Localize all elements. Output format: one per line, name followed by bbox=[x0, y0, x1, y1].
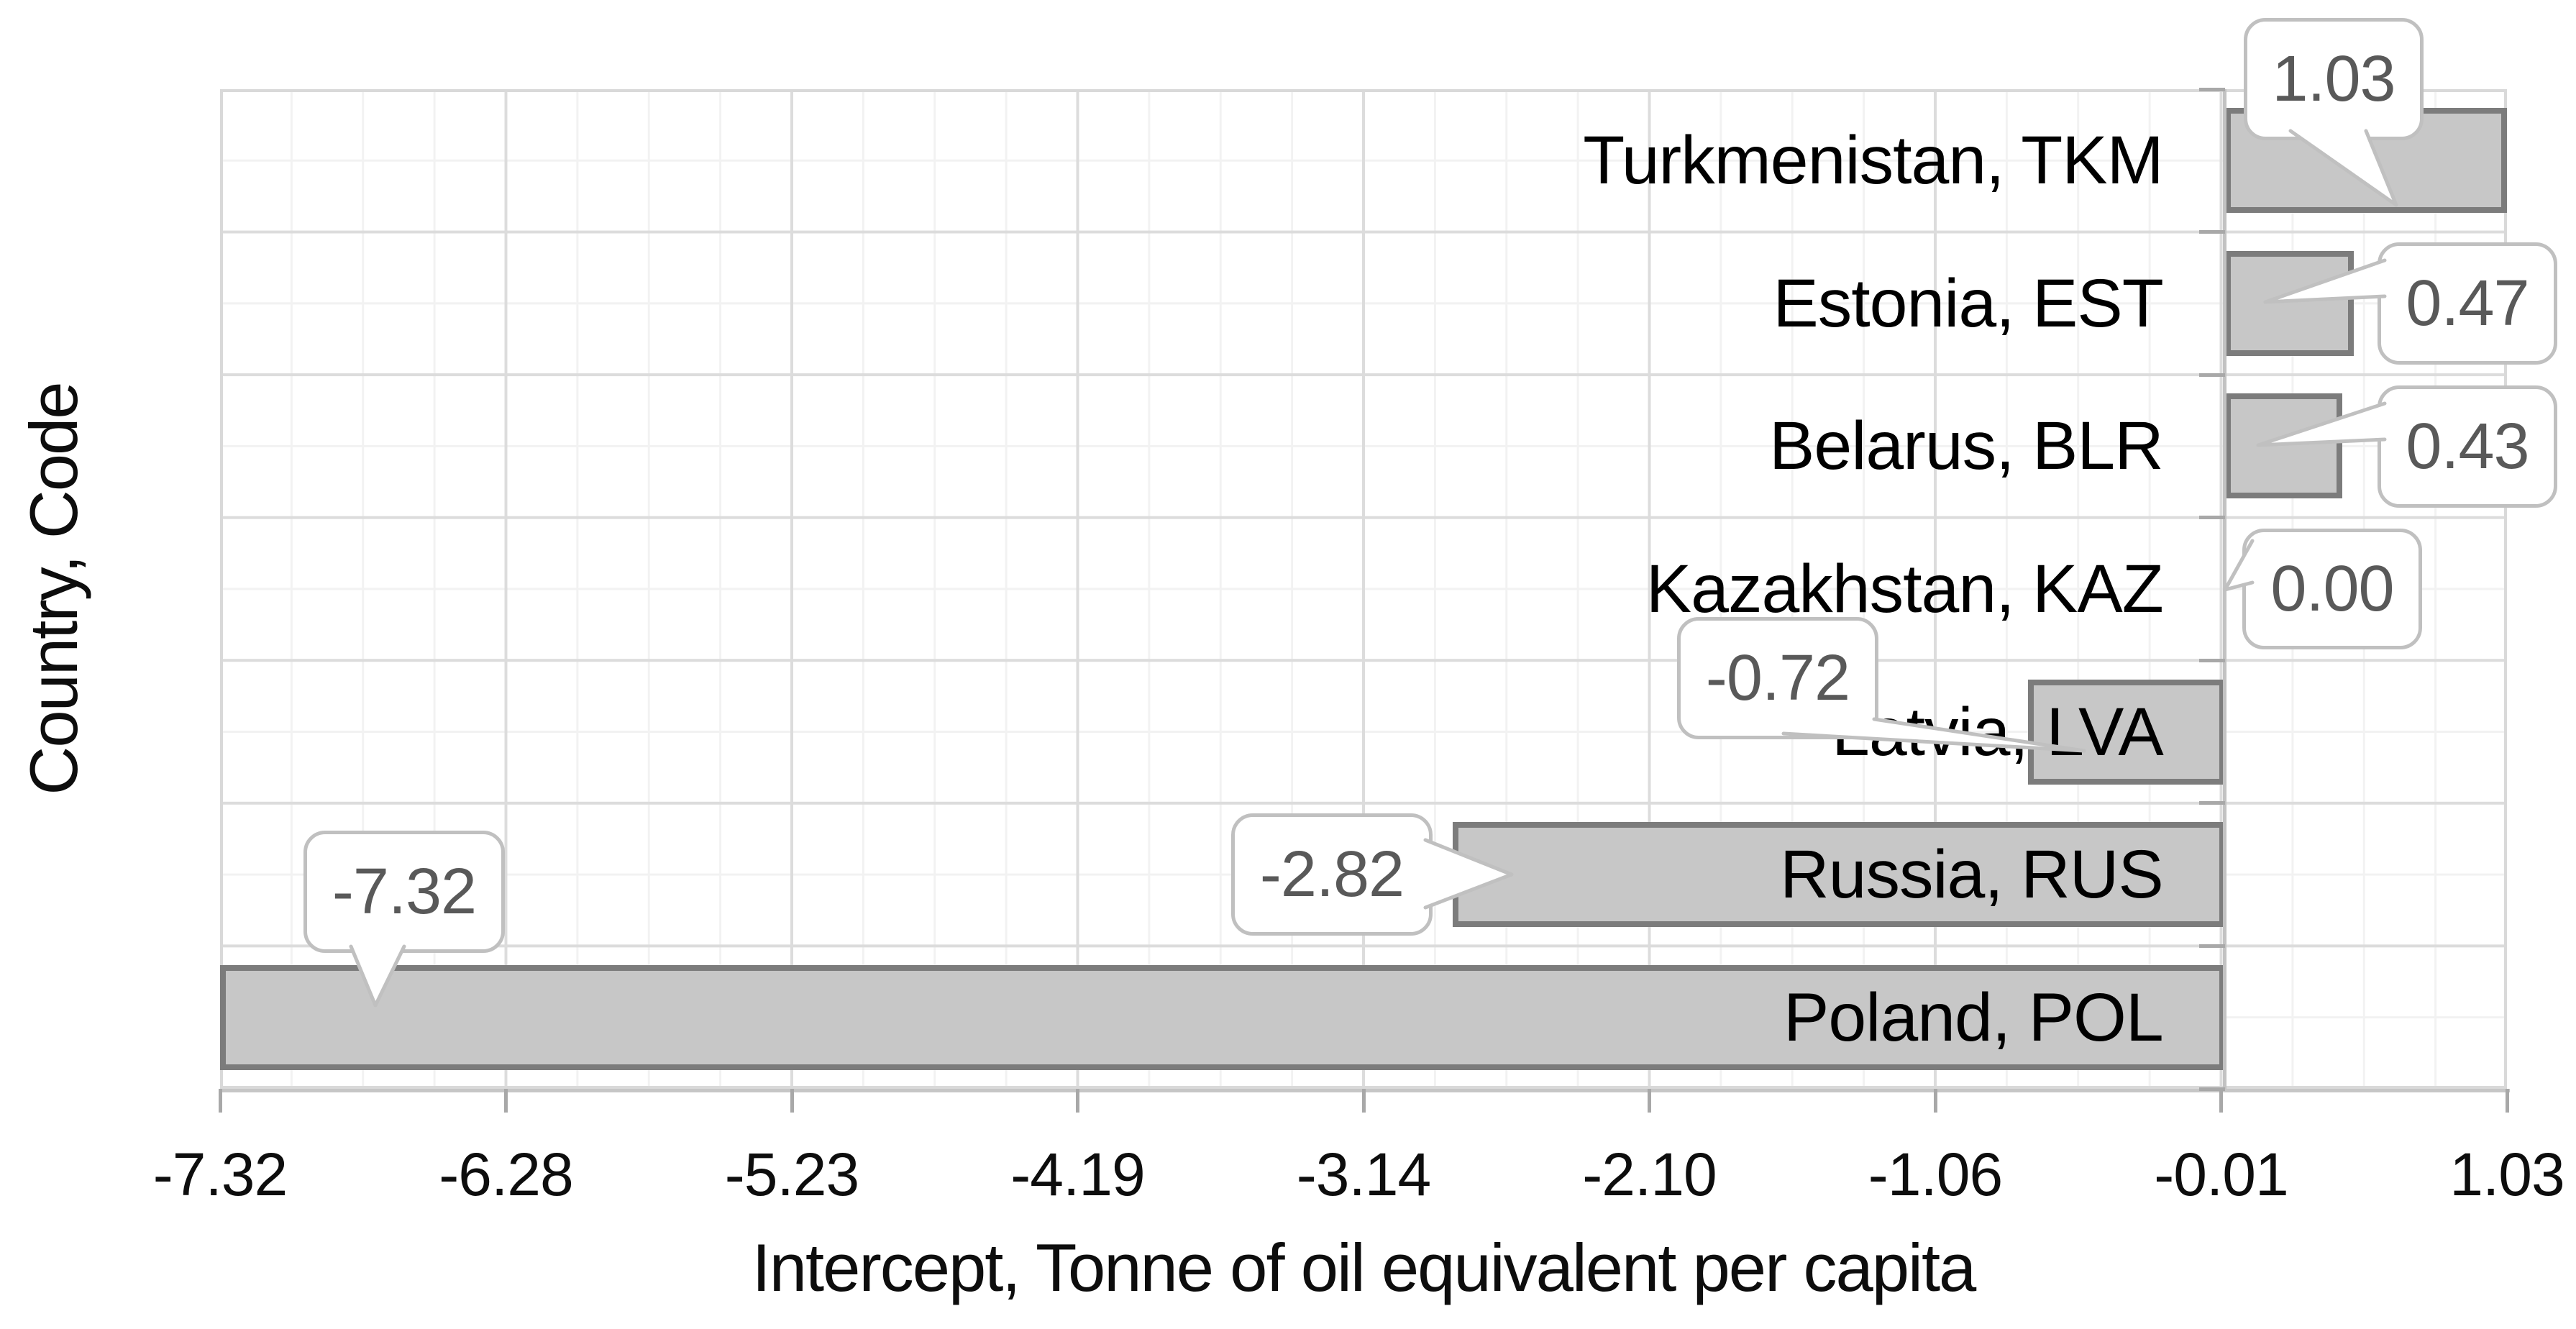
bar-belarus bbox=[2224, 393, 2343, 499]
category-label: Russia, RUS bbox=[1780, 836, 2164, 913]
x-axis-tick bbox=[2505, 1089, 2509, 1113]
x-axis-tick-label: -6.28 bbox=[439, 1141, 573, 1208]
x-axis-tick-label: -7.32 bbox=[152, 1141, 288, 1208]
category-label: Kazakhstan, KAZ bbox=[1645, 551, 2164, 627]
data-label-callout: -7.32 bbox=[303, 831, 505, 953]
category-axis-tick bbox=[2198, 230, 2225, 234]
category-axis-tick bbox=[2198, 516, 2225, 520]
data-label-callout: 0.43 bbox=[2378, 385, 2557, 508]
data-label-callout: 1.03 bbox=[2244, 18, 2424, 140]
x-axis-tick bbox=[1076, 1089, 1079, 1113]
y-axis-title: Country, Code bbox=[16, 383, 91, 795]
category-label: Latvia, LVA bbox=[1831, 693, 2164, 770]
x-axis-tick-label: -1.06 bbox=[1868, 1141, 2003, 1208]
x-axis-tick-label: -5.23 bbox=[724, 1141, 859, 1208]
data-label-callout: 0.47 bbox=[2378, 242, 2557, 365]
plot-area: Turkmenistan, TKM Estonia, EST Belarus, BL… bbox=[220, 87, 2507, 1091]
x-axis-tick bbox=[1361, 1089, 1366, 1113]
bar-russia bbox=[1452, 822, 2225, 928]
data-label-callout: 0.00 bbox=[2242, 529, 2422, 649]
x-axis-tick bbox=[1933, 1089, 1937, 1113]
category-label: Poland, POL bbox=[1783, 979, 2164, 1056]
category-axis-tick bbox=[2198, 658, 2225, 662]
x-axis-tick bbox=[504, 1089, 508, 1113]
data-label-callout: -0.72 bbox=[1677, 617, 1878, 739]
bar-estonia bbox=[2224, 250, 2354, 356]
category-axis-tick bbox=[2198, 87, 2225, 91]
category-axis-tick bbox=[2198, 373, 2225, 377]
x-axis-tick bbox=[1648, 1089, 1651, 1113]
x-axis-tick-label: -4.19 bbox=[1010, 1141, 1145, 1208]
category-axis-tick bbox=[2198, 801, 2225, 805]
x-axis-tick-label: -2.10 bbox=[1582, 1141, 1717, 1208]
x-axis-title: Intercept, Tonne of oil equivalent per c… bbox=[752, 1230, 1977, 1305]
category-axis-tick bbox=[2198, 944, 2225, 948]
category-axis-tick bbox=[2198, 1087, 2225, 1091]
bar-poland bbox=[220, 964, 2225, 1070]
x-axis-tick bbox=[790, 1089, 794, 1113]
x-axis-tick bbox=[218, 1089, 222, 1113]
x-axis-tick-label: -0.01 bbox=[2154, 1141, 2288, 1208]
x-axis-tick-label: -3.14 bbox=[1296, 1141, 1431, 1208]
category-axis-line bbox=[2223, 89, 2227, 1089]
category-label: Estonia, EST bbox=[1773, 265, 2163, 342]
category-label: Turkmenistan, TKM bbox=[1583, 122, 2164, 199]
category-label: Belarus, BLR bbox=[1769, 408, 2164, 485]
x-axis-tick-label: 1.03 bbox=[2449, 1141, 2565, 1208]
data-label-callout: -2.82 bbox=[1231, 813, 1433, 936]
x-axis-tick bbox=[2219, 1089, 2223, 1113]
